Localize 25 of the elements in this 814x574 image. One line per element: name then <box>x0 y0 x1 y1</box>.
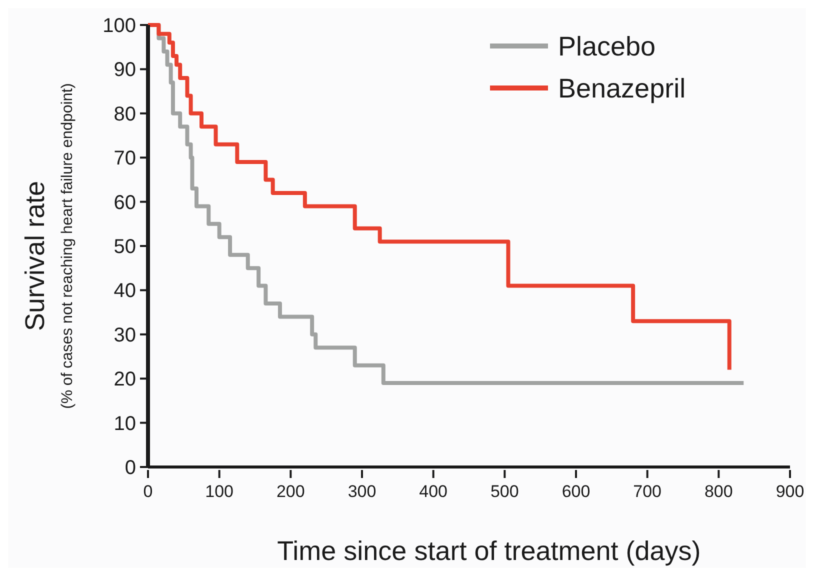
y-tick-label: 40 <box>114 280 136 302</box>
y-tick-label: 100 <box>102 15 136 37</box>
x-tick-label: 800 <box>704 482 733 501</box>
y-tick-label: 10 <box>114 412 136 435</box>
x-tick-label: 0 <box>143 482 153 501</box>
y-tick-label: 20 <box>114 368 136 391</box>
legend-label: Benazepril <box>558 73 686 104</box>
x-tick-label: 200 <box>276 482 305 501</box>
x-tick-label: 500 <box>490 482 519 501</box>
y-tick-label: 90 <box>114 59 136 82</box>
x-tick-label: 400 <box>419 482 448 501</box>
y-tick-label: 80 <box>114 103 136 126</box>
legend-label: Placebo <box>558 31 656 62</box>
y-tick-label: 30 <box>114 324 136 346</box>
y-tick-label: 70 <box>114 148 136 170</box>
x-axis-title: Time since start of treatment (days) <box>277 536 701 566</box>
x-tick-label: 100 <box>205 482 234 501</box>
x-tick-label: 600 <box>562 482 590 501</box>
y-tick-label: 50 <box>114 236 136 258</box>
x-tick-label: 900 <box>776 482 804 501</box>
y-tick-label: 0 <box>124 457 136 479</box>
x-tick-label: 700 <box>633 482 662 501</box>
y-axis-title: Survival rate (% of cases not reaching heart failure endpoint) <box>20 83 76 409</box>
y-tick-label: 60 <box>114 192 136 214</box>
x-tick-label: 300 <box>348 482 376 501</box>
